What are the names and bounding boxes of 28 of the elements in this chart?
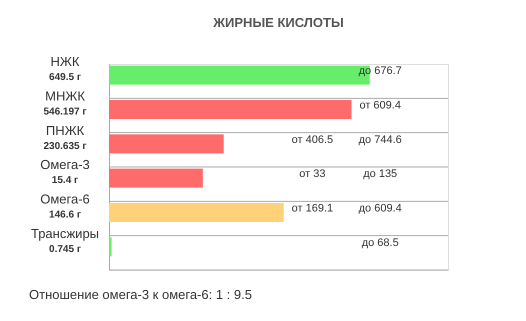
text: 649.5 г xyxy=(49,72,81,84)
text: 546.197 г xyxy=(43,106,87,118)
y-tick-label: МНЖК xyxy=(45,88,86,104)
annotation: от 33 xyxy=(299,168,326,180)
annotation: от 169.1 xyxy=(292,202,334,214)
annotation: от 406.5 xyxy=(292,134,334,146)
bar xyxy=(109,168,203,188)
y-tick-label: Омега-6 xyxy=(40,192,90,206)
bar xyxy=(109,237,112,256)
annotation: от 609.4 xyxy=(359,100,401,112)
bar xyxy=(109,203,284,222)
annotation: до 68.5 xyxy=(362,236,399,249)
y-tick-label: Трансжиры xyxy=(30,226,100,241)
chart-title: ЖИРНЫЕ КИСЛОТЫ xyxy=(212,15,344,30)
annotation: до 744.6 xyxy=(358,134,402,146)
text: 15.4 г xyxy=(52,175,78,186)
text: 230.635 г xyxy=(43,140,87,152)
text: 0.745 г xyxy=(49,244,81,255)
bar xyxy=(109,66,370,85)
y-tick-label: ПНЖК xyxy=(46,122,85,138)
y-tick-label: НЖК xyxy=(50,54,80,70)
text: 146.6 г xyxy=(49,210,81,220)
bar xyxy=(109,134,224,154)
text: Отношение омега-3 к омега-6: 1 : 9.5 xyxy=(29,287,252,302)
annotation: до 135 xyxy=(363,168,398,180)
bar xyxy=(109,100,352,119)
y-tick-label: Омега-3 xyxy=(40,157,90,172)
annotation: до 609.4 xyxy=(358,202,402,214)
